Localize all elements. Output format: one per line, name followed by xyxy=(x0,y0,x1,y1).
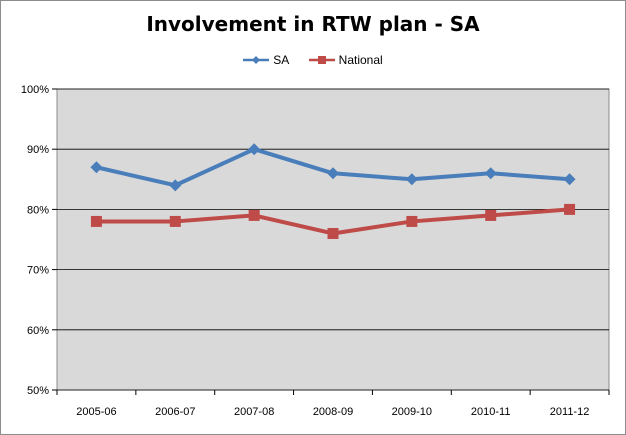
y-tick-label: 90% xyxy=(27,144,49,156)
plot-background xyxy=(56,88,610,391)
data-point-sa xyxy=(405,173,418,186)
legend-item-national: National xyxy=(308,53,383,67)
x-tick-label: 2009-10 xyxy=(392,406,432,418)
x-tick-label: 2006-07 xyxy=(155,406,195,418)
y-tick-label: 80% xyxy=(27,204,49,216)
data-point-sa xyxy=(248,143,261,156)
x-tick-label: 2008-09 xyxy=(313,406,353,418)
chart-title: Involvement in RTW plan - SA xyxy=(146,12,480,36)
legend-sa-swatch xyxy=(243,56,270,64)
y-tick-label: 70% xyxy=(27,265,49,277)
x-tick-label: 2010-11 xyxy=(471,406,511,418)
data-point-national xyxy=(485,209,497,221)
legend-label-national: National xyxy=(338,53,383,67)
legend-national-swatch xyxy=(308,56,335,64)
legend: SA National xyxy=(0,53,626,68)
data-point-national xyxy=(564,203,576,215)
legend-label-sa: SA xyxy=(273,53,290,67)
data-point-national xyxy=(327,227,339,239)
data-point-national xyxy=(169,215,181,227)
legend-item-sa: SA xyxy=(243,53,289,67)
data-point-sa xyxy=(563,173,576,186)
y-tick-label: 50% xyxy=(27,385,49,397)
x-tick-label: 2005-06 xyxy=(76,406,116,418)
x-tick-label: 2011-12 xyxy=(550,406,590,418)
data-point-national xyxy=(406,215,418,227)
y-tick-label: 60% xyxy=(27,325,49,337)
data-point-sa xyxy=(327,167,339,180)
y-tick-label: 100% xyxy=(21,84,49,96)
data-point-national xyxy=(90,215,102,227)
data-point-sa xyxy=(90,161,103,174)
data-point-sa xyxy=(169,179,182,192)
data-point-national xyxy=(248,209,260,221)
x-tick-label: 2007-08 xyxy=(234,406,274,418)
data-point-sa xyxy=(484,167,497,180)
